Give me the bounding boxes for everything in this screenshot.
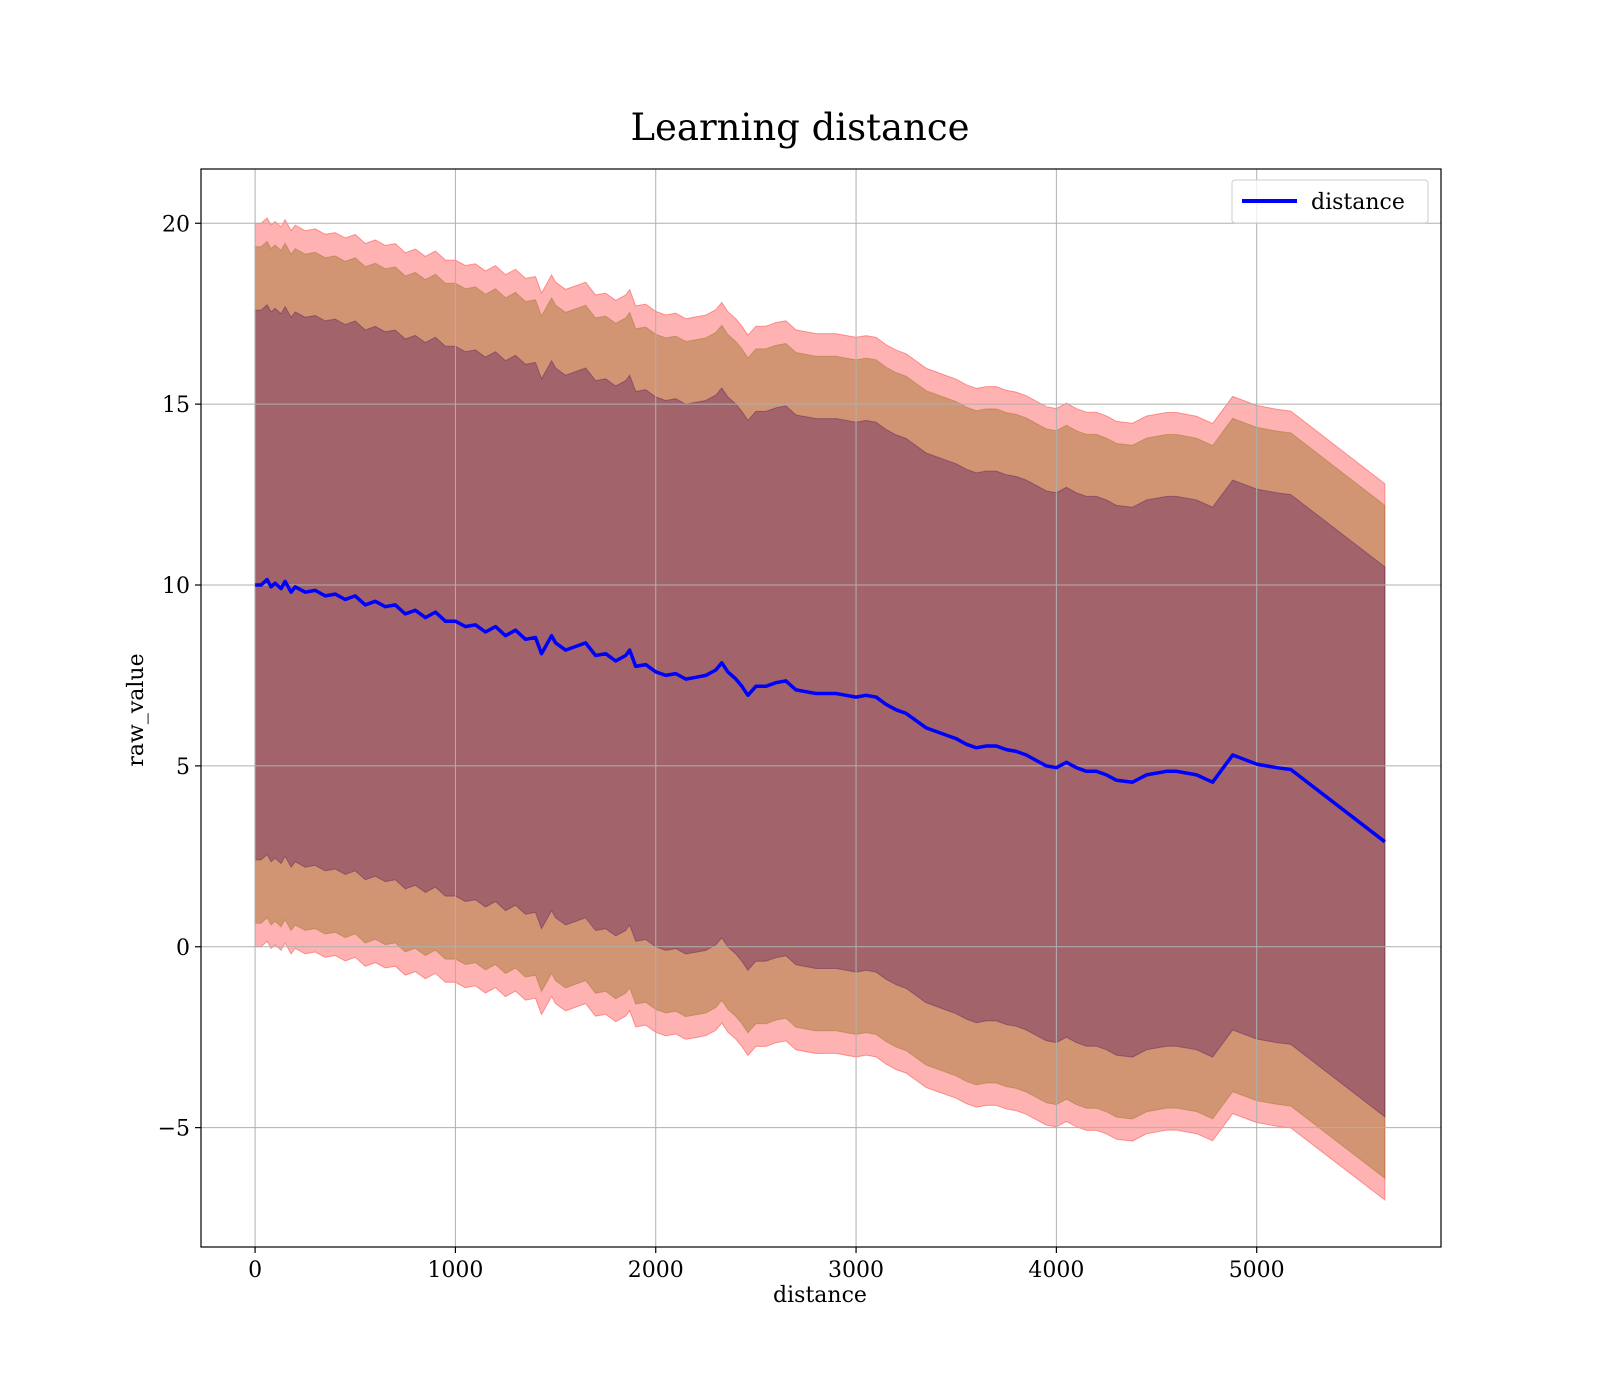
y-tick-label: 5: [176, 755, 190, 780]
y-tick-label: −5: [158, 1117, 190, 1142]
band-inner: [254, 303, 1386, 1118]
y-tick-label: 20: [162, 212, 190, 237]
x-tick-label: 0: [248, 1258, 262, 1283]
y-tick-label: 10: [162, 574, 190, 599]
confidence-bands: [254, 217, 1386, 1202]
legend: distance: [1231, 179, 1429, 224]
x-tick-label: 2000: [628, 1258, 684, 1283]
chart-title: Learning distance: [630, 106, 969, 149]
x-tick-label: 3000: [828, 1258, 884, 1283]
series-layer: [255, 577, 1386, 844]
x-tick-label: 5000: [1229, 1258, 1285, 1283]
x-tick-label: 4000: [1028, 1258, 1084, 1283]
axis-ticks: 0 1000 2000 3000 4000 5000 −5 0 5 10 15 20: [158, 212, 1285, 1283]
x-axis-label: distance: [773, 1283, 867, 1308]
legend-label-distance: distance: [1311, 190, 1405, 215]
band-middle: [254, 240, 1386, 1180]
grid: [201, 169, 1441, 1247]
series-line-distance: [255, 577, 1386, 844]
y-tick-label: 15: [162, 393, 190, 418]
y-tick-label: 0: [176, 936, 190, 961]
x-tick-label: 1000: [427, 1258, 483, 1283]
y-axis-label: raw_value: [124, 653, 149, 766]
legend-box: [1231, 179, 1429, 224]
band-outer: [254, 217, 1386, 1202]
plot-frame: [200, 168, 1442, 1248]
